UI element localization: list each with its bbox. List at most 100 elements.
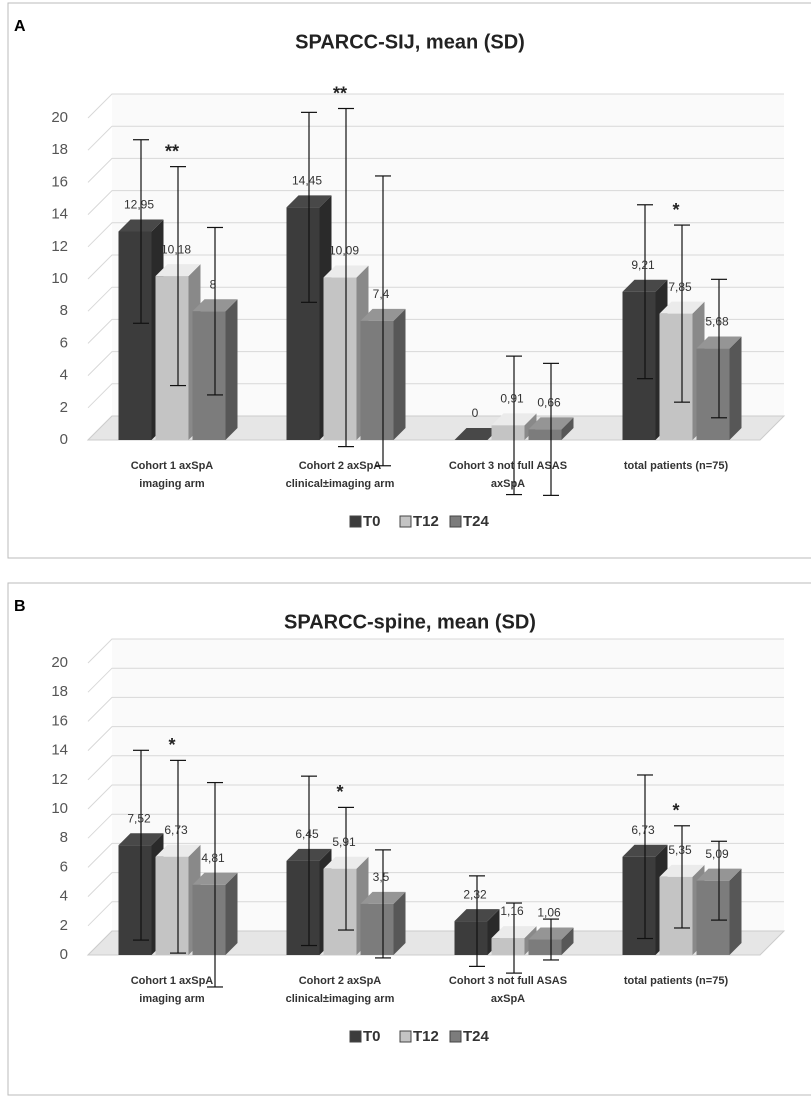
value-label: 6,73: [164, 823, 188, 837]
y-tick-label: 2: [60, 399, 68, 416]
y-tick-label: 0: [60, 946, 68, 963]
value-label: 8: [210, 277, 217, 291]
x-tick-label: clinical±imaging arm: [286, 993, 395, 1005]
bar: [118, 845, 152, 955]
x-tick-label: Cohort 1 axSpA: [131, 975, 214, 987]
value-label: 5,91: [332, 835, 356, 849]
grid-line: [87, 93, 784, 119]
bar-side: [225, 872, 238, 955]
bar: [155, 856, 189, 955]
y-tick-label: 16: [51, 173, 68, 190]
y-tick-label: 18: [51, 683, 68, 700]
y-tick-label: 6: [60, 858, 68, 875]
bar: [659, 876, 693, 955]
bar-side: [729, 868, 742, 955]
chart-title: SPARCC-SIJ, mean (SD): [295, 31, 525, 53]
bar: [696, 348, 730, 440]
value-label: 6,45: [295, 827, 319, 841]
grid-line: [87, 254, 784, 280]
grid-line: [87, 784, 784, 810]
grid-line: [87, 125, 784, 151]
bar: [192, 884, 226, 955]
value-label: 9,21: [631, 258, 655, 272]
legend-label: T12: [413, 1028, 439, 1045]
value-label: 7,4: [373, 287, 390, 301]
bar-side: [225, 299, 238, 440]
grid-line: [87, 667, 784, 693]
bar-side: [393, 308, 406, 440]
bar-side: [393, 891, 406, 955]
x-tick-label: axSpA: [491, 478, 525, 490]
x-tick-label: total patients (n=75): [624, 460, 729, 472]
legend-label: T0: [363, 1028, 381, 1045]
x-tick-label: Cohort 2 axSpA: [299, 975, 382, 987]
chart-title: SPARCC-spine, mean (SD): [284, 611, 536, 633]
y-tick-label: 12: [51, 771, 68, 788]
y-tick-label: 16: [51, 712, 68, 729]
bar: [286, 207, 320, 440]
y-tick-label: 0: [60, 431, 68, 448]
grid-line: [87, 383, 784, 409]
x-tick-label: clinical±imaging arm: [286, 478, 395, 490]
value-label: 14,45: [292, 174, 322, 188]
significance-mark: *: [672, 200, 679, 220]
legend-swatch: [349, 1030, 362, 1043]
value-label: 4,81: [201, 851, 225, 865]
bar-side: [524, 413, 537, 440]
bar: [360, 903, 394, 955]
legend-swatch: [399, 1030, 412, 1043]
value-label: 2,32: [463, 887, 487, 901]
bar: [491, 425, 525, 440]
legend-swatch: [449, 1030, 462, 1043]
value-label: 0,66: [537, 396, 561, 410]
significance-mark: *: [168, 735, 175, 755]
bar: [360, 320, 394, 440]
legend-label: T12: [413, 513, 439, 530]
grid-line: [87, 842, 784, 868]
grid-line: [87, 726, 784, 751]
x-tick-label: imaging arm: [139, 993, 205, 1005]
panel-frame: [7, 2, 811, 559]
significance-mark: *: [672, 801, 679, 821]
panel-frame: [7, 582, 811, 1096]
y-tick-label: 10: [51, 800, 68, 817]
significance-mark: *: [336, 782, 343, 802]
y-tick-label: 6: [60, 334, 68, 351]
bar-side: [561, 927, 574, 955]
bar: [454, 921, 488, 955]
x-tick-label: axSpA: [491, 993, 525, 1005]
y-tick-label: 12: [51, 238, 68, 255]
y-tick-label: 10: [51, 270, 68, 287]
value-label: 1,06: [537, 906, 561, 920]
x-tick-label: Cohort 3 not full ASAS: [449, 460, 567, 472]
grid-line: [87, 872, 784, 897]
y-tick-label: 4: [60, 367, 68, 384]
bar: [528, 429, 562, 440]
y-tick-label: 2: [60, 917, 68, 934]
legend-swatch: [349, 515, 362, 528]
legend-label: T24: [463, 1028, 490, 1045]
grid-line: [87, 696, 784, 722]
y-tick-label: 20: [51, 654, 68, 671]
value-label: 7,85: [668, 280, 692, 294]
bar: [622, 291, 656, 440]
bar-side: [561, 417, 574, 440]
y-tick-label: 14: [51, 206, 68, 223]
value-label: 3,5: [373, 870, 390, 884]
grid-line: [87, 286, 784, 312]
bar-top: [454, 428, 500, 440]
value-label: 5,68: [705, 315, 729, 329]
value-label: 5,35: [668, 843, 692, 857]
y-tick-label: 14: [51, 742, 68, 759]
legend-swatch: [399, 515, 412, 528]
grid-line: [87, 190, 784, 215]
value-label: 0: [472, 406, 479, 420]
x-tick-label: Cohort 2 axSpA: [299, 460, 382, 472]
grid-line: [87, 351, 784, 376]
y-tick-label: 8: [60, 302, 68, 319]
significance-mark: **: [333, 83, 347, 103]
grid-line: [87, 755, 784, 781]
legend-label: T24: [463, 513, 490, 530]
bar: [323, 868, 357, 955]
grid-line: [87, 638, 784, 664]
